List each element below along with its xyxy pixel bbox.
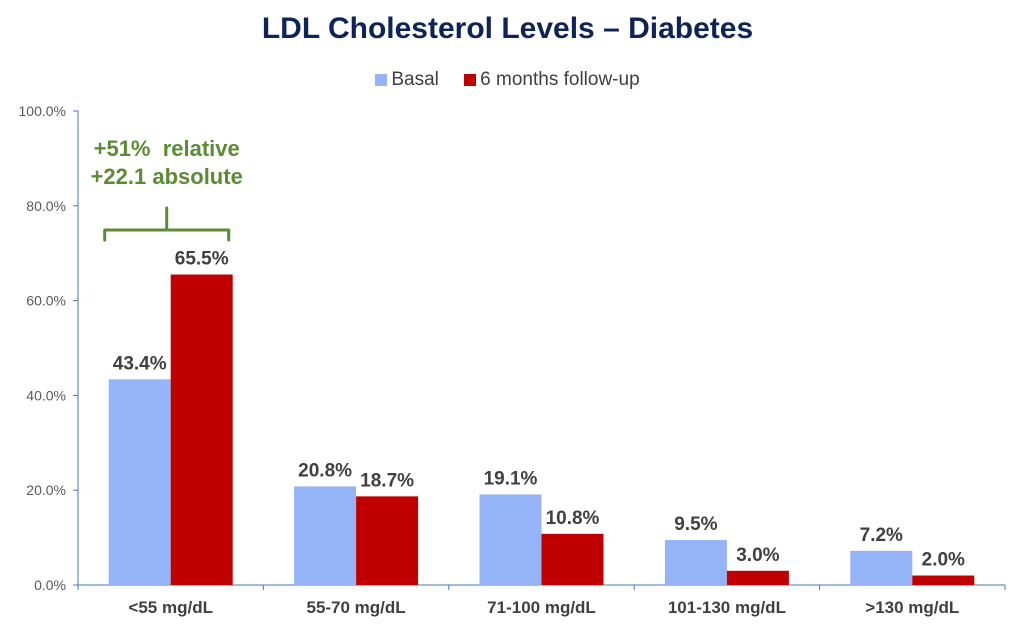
- data-label: 7.2%: [860, 525, 903, 546]
- data-label: 19.1%: [484, 468, 538, 489]
- axes: 0.0% 20.0% 40.0% 60.0% 80.0% 100.0% <55 mg/dL 5…: [19, 103, 1006, 617]
- data-label: 43.4%: [113, 353, 167, 374]
- x-tick-label: <55 mg/dL: [128, 598, 213, 617]
- data-label: 20.8%: [298, 460, 352, 481]
- x-tick-label: >130 mg/dL: [865, 598, 959, 617]
- legend-item-followup: 6 months follow-up: [464, 69, 640, 91]
- bar-basal: [108, 379, 171, 585]
- data-label: 9.5%: [674, 514, 717, 535]
- data-label: 10.8%: [546, 508, 600, 529]
- bar-basal: [479, 494, 542, 585]
- y-tick-label: 0.0%: [34, 577, 66, 593]
- y-tick-label: 80.0%: [26, 198, 66, 214]
- y-tick-label: 40.0%: [26, 387, 66, 403]
- bar-basal: [294, 486, 357, 585]
- bar-basal: [850, 550, 913, 585]
- legend-label-basal: Basal: [391, 69, 439, 90]
- bracket-icon: [103, 206, 231, 242]
- x-tick-label: 55-70 mg/dL: [306, 598, 405, 617]
- y-tick-label: 100.0%: [19, 103, 66, 119]
- y-tick-label: 20.0%: [26, 482, 66, 498]
- legend-swatch-followup: [464, 74, 477, 86]
- data-label: 18.7%: [360, 470, 414, 491]
- data-label: 3.0%: [736, 545, 779, 566]
- legend-label-followup: 6 months follow-up: [480, 69, 640, 90]
- data-label: 2.0%: [922, 550, 965, 571]
- legend-swatch-basal: [375, 74, 388, 86]
- y-tick-label: 60.0%: [26, 293, 66, 309]
- annotation-text: +22.1 absolute: [91, 164, 243, 189]
- x-tick-label: 101-130 mg/dL: [668, 598, 786, 617]
- bar-followup: [541, 533, 604, 585]
- bar-followup: [912, 575, 975, 585]
- bar-followup: [170, 274, 233, 585]
- labels: 43.4% 20.8% 19.1% 9.5% 7.2% 65.5% 18.7% 10.8% 3.…: [113, 249, 965, 571]
- annotation-text: +51% relative: [94, 136, 240, 161]
- x-tick-label: 71-100 mg/dL: [487, 598, 596, 617]
- legend: Basal 6 months follow-up: [0, 69, 1015, 91]
- bar-followup: [726, 570, 789, 585]
- bar-followup: [356, 496, 419, 585]
- bars: [108, 274, 975, 585]
- data-label: 65.5%: [175, 249, 229, 270]
- bar-basal: [664, 539, 727, 585]
- chart-title: LDL Cholesterol Levels – Diabetes: [261, 12, 754, 45]
- annotation-group: +51% relative +22.1 absolute: [91, 136, 243, 242]
- legend-item-basal: Basal: [375, 69, 439, 91]
